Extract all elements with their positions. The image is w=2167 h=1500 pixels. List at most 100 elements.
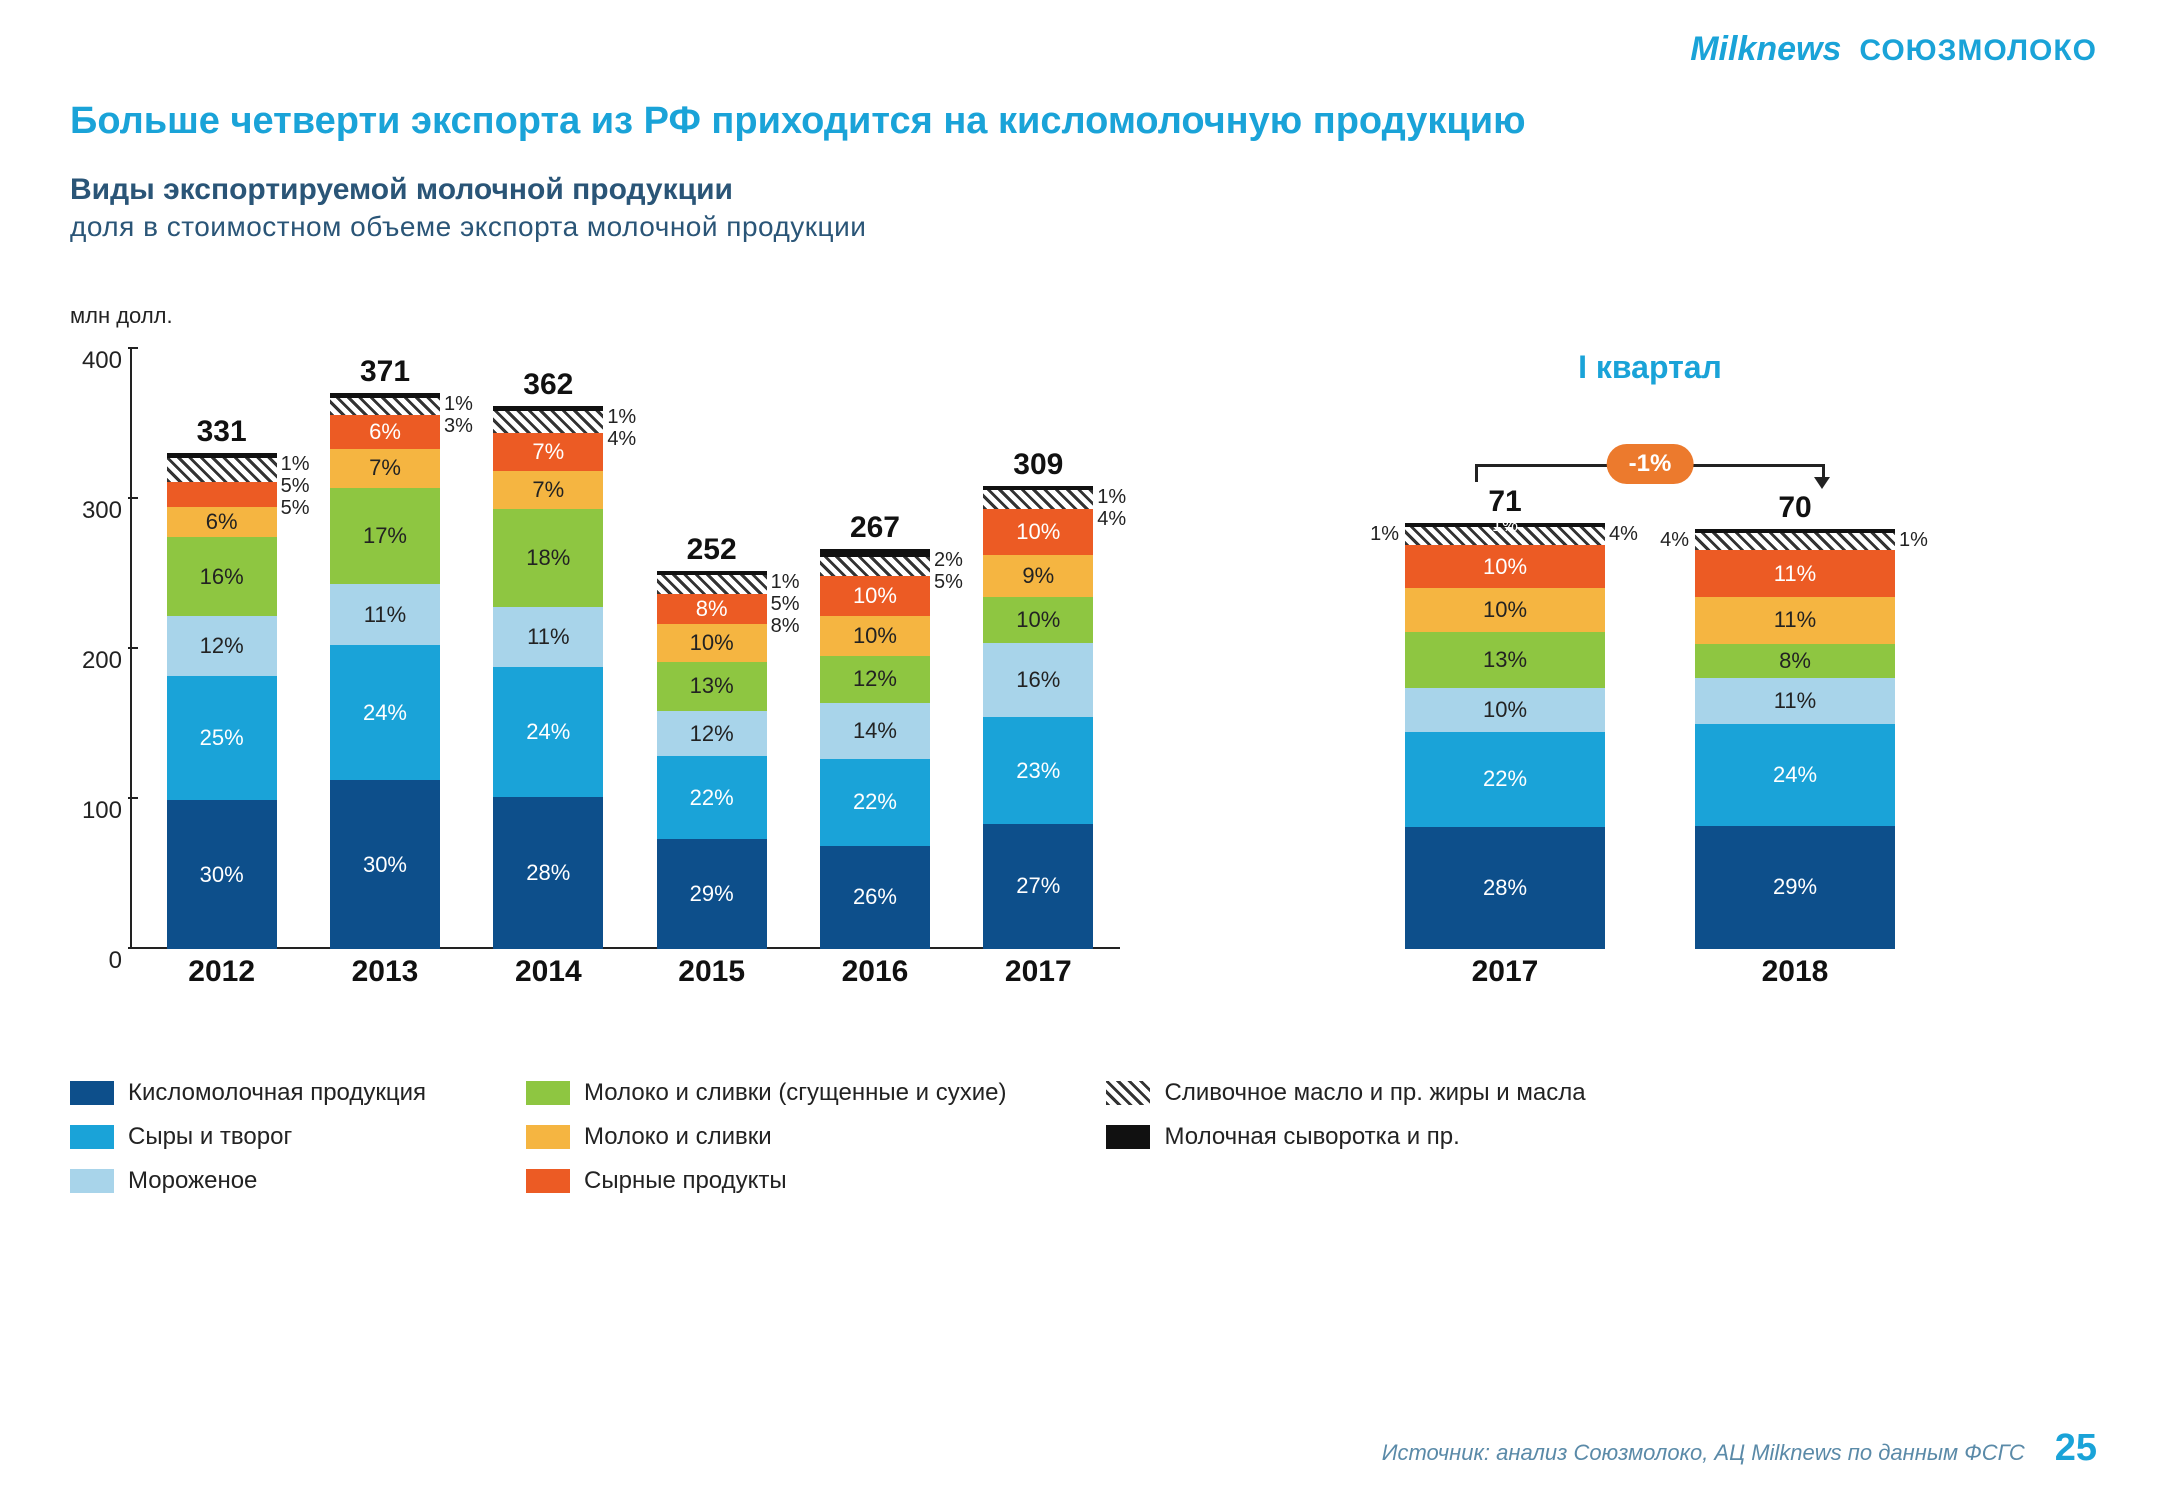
y-axis-line <box>130 349 132 949</box>
segment-ice: 11% <box>330 584 440 646</box>
segment-cheese_prod: 7% <box>493 433 603 471</box>
segment-cheese: 25% <box>167 676 277 800</box>
segment-kislo: 28% <box>1405 827 1605 949</box>
segment-kislo: 29% <box>1695 826 1895 949</box>
segment-whey <box>167 453 277 458</box>
side-label-left: 4% <box>1660 529 1689 552</box>
legend-swatch <box>1106 1125 1150 1149</box>
source-text: Источник: анализ Союзмолоко, АЦ Milknews… <box>1382 1440 2025 1466</box>
legend-swatch <box>1106 1081 1150 1105</box>
side-labels: 1%5%8% <box>771 571 800 637</box>
right-xlabels: 2017 2018 <box>1360 955 1940 989</box>
page-number: 25 <box>2055 1427 2097 1470</box>
side-labels: 2%5% <box>934 549 963 593</box>
side-labels: 1% <box>1899 529 1928 551</box>
segment-cheese_prod: 10% <box>983 509 1093 555</box>
legend-item: Молочная сыворотка и пр. <box>1106 1123 1585 1151</box>
right-chart-title: I квартал <box>1300 349 2000 386</box>
subtitle: Виды экспортируемой молочной продукции <box>70 173 2097 207</box>
change-badge: -1% <box>1607 444 1694 484</box>
segment-cheese: 24% <box>330 645 440 780</box>
logos: Milknews СОЮЗМОЛОКО <box>1690 30 2097 69</box>
bar-column: 7128%22%10%13%10%10%1%4%1% <box>1395 485 1615 949</box>
segment-kislo: 26% <box>820 846 930 949</box>
bar-total: 70 <box>1778 491 1811 525</box>
segment-milk_dry: 10% <box>983 597 1093 643</box>
segment-cheese: 24% <box>493 667 603 797</box>
segment-milk: 7% <box>330 449 440 488</box>
segment-cheese_prod: 11% <box>1695 550 1895 597</box>
segment-milk: 7% <box>493 471 603 509</box>
bar-stack: 28%22%10%13%10%10%1%4%1% <box>1405 523 1605 949</box>
legend-item: Мороженое <box>70 1167 426 1195</box>
y-tick: 300 <box>82 497 122 525</box>
segment-kislo: 29% <box>657 839 767 949</box>
segment-ice: 12% <box>657 711 767 756</box>
segment-milk: 10% <box>820 616 930 656</box>
segment-cheese_prod: 10% <box>820 576 930 616</box>
segment-cheese: 22% <box>820 759 930 846</box>
bar-total: 331 <box>197 415 247 449</box>
segment-cheese: 24% <box>1695 724 1895 826</box>
segment-cheese: 22% <box>657 756 767 839</box>
right-chart: I квартал -1% 7128%22%10%13%10%10%1%4%1%… <box>1300 349 2000 989</box>
bar-column: 25229%22%12%13%10%8%1%5%8% <box>647 533 777 949</box>
x-label: 2017 <box>1395 955 1615 989</box>
side-labels: 4% <box>1609 523 1638 545</box>
legend-item: Кисломолочная продукция <box>70 1079 426 1107</box>
segment-cheese_prod: 10% <box>1405 545 1605 588</box>
y-tick: 100 <box>82 797 122 825</box>
legend-label: Сыры и творог <box>128 1123 292 1151</box>
segment-ice: 12% <box>167 616 277 676</box>
legend-swatch <box>70 1081 114 1105</box>
segment-ice: 16% <box>983 643 1093 717</box>
legend-column: Сливочное масло и пр. жиры и масла Молочн… <box>1106 1079 1585 1195</box>
segment-milk: 6% <box>167 507 277 537</box>
bar-column: 30927%23%16%10%9%10%1%4% <box>973 448 1103 949</box>
segment-milk_dry: 13% <box>1405 632 1605 689</box>
side-labels: 1%5%5% <box>281 453 310 519</box>
legend-swatch <box>526 1125 570 1149</box>
segment-whey <box>330 393 440 399</box>
bar-column: 26726%22%14%12%10%10%2%5% <box>810 511 940 949</box>
left-chart: 0100200300400 33130%25%12%16%6%1%5%5%371… <box>70 349 1120 989</box>
left-xlabels: 201220132014201520162017 <box>140 955 1120 989</box>
x-label: 2015 <box>647 955 777 989</box>
segment-cheese: 23% <box>983 717 1093 824</box>
legend-column: Молоко и сливки (сгущенные и сухие)Молок… <box>526 1079 1006 1195</box>
legend-item: Сливочное масло и пр. жиры и масла <box>1106 1079 1585 1107</box>
bar-stack: 30%25%12%16%6%1%5%5% <box>167 453 277 949</box>
legend-item: Сыры и творог <box>70 1123 426 1151</box>
right-bars: 7128%22%10%13%10%10%1%4%1%7029%24%11%8%1… <box>1360 429 1940 949</box>
bar-stack: 29%22%12%13%10%8%1%5%8% <box>657 571 767 949</box>
bar-column: 7029%24%11%8%11%11%1%4% <box>1685 491 1905 949</box>
logo-soyuz: СОЮЗМОЛОКО <box>1859 34 2097 68</box>
side-labels: 1%3% <box>444 393 473 437</box>
y-tick: 0 <box>109 947 122 975</box>
legend-item: Сырные продукты <box>526 1167 1006 1195</box>
chart-area: 0100200300400 33130%25%12%16%6%1%5%5%371… <box>70 349 2097 989</box>
bar-stack: 27%23%16%10%9%10%1%4% <box>983 486 1093 949</box>
segment-kislo: 27% <box>983 824 1093 949</box>
legend-label: Молочная сыворотка и пр. <box>1164 1123 1459 1151</box>
segment-cheese: 22% <box>1405 732 1605 828</box>
bar-total: 362 <box>523 368 573 402</box>
segment-kislo: 28% <box>493 797 603 949</box>
legend-swatch <box>70 1169 114 1193</box>
segment-milk_dry: 16% <box>167 537 277 616</box>
segment-ice: 11% <box>493 607 603 667</box>
bar-stack: 30%24%11%17%7%6%1%3% <box>330 393 440 949</box>
y-tick: 400 <box>82 347 122 375</box>
segment-milk: 11% <box>1695 597 1895 644</box>
legend-label: Кисломолочная продукция <box>128 1079 426 1107</box>
x-label: 2014 <box>483 955 613 989</box>
bar-column: 36228%24%11%18%7%7%1%4% <box>483 368 613 949</box>
legend-item: Молоко и сливки (сгущенные и сухие) <box>526 1079 1006 1107</box>
x-label: 2018 <box>1685 955 1905 989</box>
legend-swatch <box>526 1169 570 1193</box>
legend-column: Кисломолочная продукция Сыры и творог Моро… <box>70 1079 426 1195</box>
legend-swatch <box>526 1081 570 1105</box>
segment-whey: 1% <box>1405 523 1605 527</box>
x-label: 2016 <box>810 955 940 989</box>
segment-butter_hatch <box>820 557 930 577</box>
